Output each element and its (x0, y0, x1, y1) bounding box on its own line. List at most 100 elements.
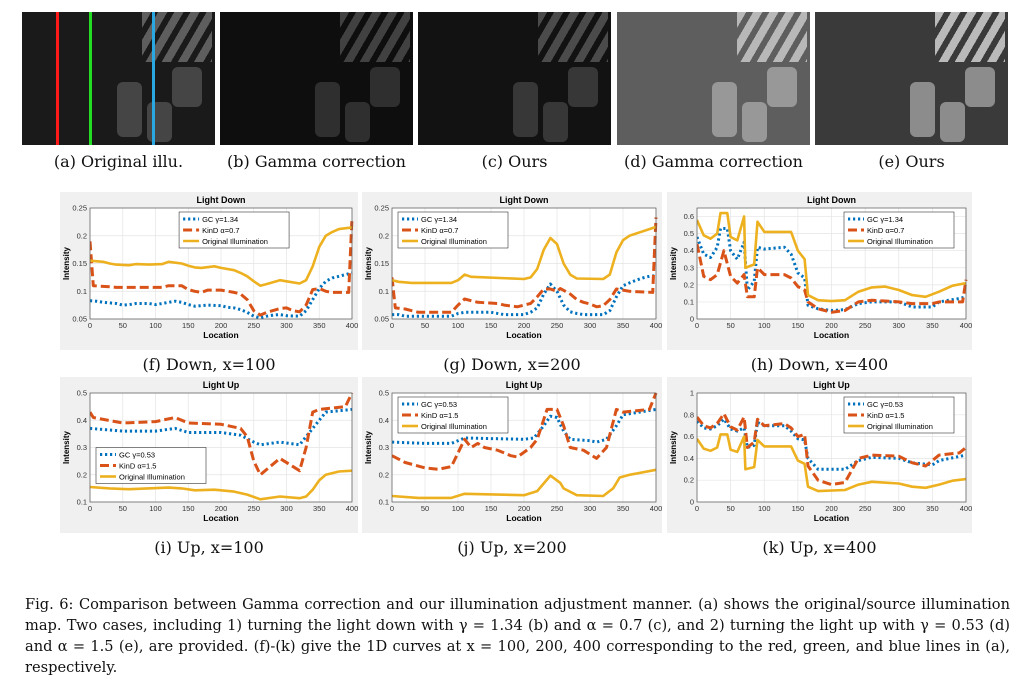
x-tick-label: 100 (149, 504, 162, 513)
series-line-orig (90, 469, 353, 501)
chart-title: Light Up (813, 380, 850, 390)
chart-title: Light Up (203, 380, 240, 390)
y-axis-label: Intensity (669, 247, 678, 280)
scene-region (147, 102, 172, 142)
x-tick-label: 150 (792, 504, 805, 513)
scene-region (117, 82, 142, 137)
scene-region (172, 67, 202, 107)
x-tick-label: 0 (88, 321, 92, 330)
x-tick-label: 250 (551, 504, 564, 513)
x-tick-label: 150 (792, 321, 805, 330)
y-tick-label: 0.8 (684, 410, 694, 419)
red-column-line (56, 12, 59, 145)
x-tick-label: 300 (892, 504, 905, 513)
x-tick-label: 250 (859, 321, 872, 330)
legend-label: GC γ=0.53 (867, 400, 903, 409)
chart-caption: (h) Down, x=400 (750, 355, 889, 374)
series-group (392, 217, 658, 318)
x-tick-label: 250 (247, 504, 260, 513)
x-tick-label: 50 (119, 321, 127, 330)
x-tick-label: 250 (859, 504, 872, 513)
chart-title: Light Down (197, 195, 246, 205)
chart-i: 0 50 100 150 200 250 300 350 400 0.1 0.2 0.3 0.4 0.5 L… (60, 377, 358, 533)
legend-label: Original Illumination (867, 237, 933, 246)
x-axis-label: Location (506, 330, 541, 340)
x-tick-label: 300 (584, 504, 597, 513)
y-tick-label: 0 (690, 315, 694, 324)
x-tick-label: 400 (650, 504, 662, 513)
y-tick-label: 0.2 (379, 231, 389, 240)
photo-caption: (a) Original illu. (53, 152, 184, 171)
series-group (392, 392, 658, 500)
y-tick-label: 0.1 (379, 498, 389, 507)
legend-label: KinD α=0.7 (867, 226, 904, 235)
x-tick-label: 150 (485, 321, 498, 330)
axes-box (89, 207, 353, 320)
x-tick-label: 50 (726, 321, 734, 330)
chart-title: Light Down (807, 195, 856, 205)
chart-k: 0 50 100 150 200 250 300 350 400 0 0.2 0.4 0.6 0.8 1 Li… (667, 377, 972, 533)
x-tick-label: 50 (119, 504, 127, 513)
y-tick-label: 0.4 (77, 416, 87, 425)
axes-box (696, 392, 967, 503)
x-tick-label: 150 (485, 504, 498, 513)
y-tick-label: 0.1 (77, 498, 87, 507)
photo-caption: (b) Gamma correction (227, 152, 406, 171)
y-tick-label: 0.3 (379, 443, 389, 452)
x-tick-label: 400 (960, 321, 972, 330)
y-tick-label: 0.2 (379, 470, 389, 479)
legend: GC γ=0.53 KinD α=1.5 Original Illumination (95, 447, 207, 484)
chart-title: Light Down (500, 195, 549, 205)
series-line-kind (90, 217, 354, 317)
photo-b (220, 12, 413, 145)
series-line-gc (697, 227, 967, 312)
x-tick-label: 0 (695, 321, 699, 330)
y-tick-label: 0.1 (77, 287, 87, 296)
chart-h: 0 50 100 150 200 250 300 350 400 0 0.1 0.2 0.3 0.4 0.5… (667, 192, 972, 350)
photo-d (617, 12, 810, 145)
x-tick-label: 200 (215, 504, 228, 513)
chart-caption: (j) Up, x=200 (457, 538, 567, 557)
scene-region (538, 12, 608, 62)
figure-caption: Fig. 6: Comparison between Gamma correct… (25, 596, 1010, 676)
x-tick-label: 250 (247, 321, 260, 330)
legend-label: GC γ=0.53 (119, 451, 155, 460)
x-tick-label: 250 (551, 321, 564, 330)
x-tick-label: 50 (726, 504, 734, 513)
chart-caption: (f) Down, x=100 (142, 355, 276, 374)
series-line-kind (697, 243, 968, 314)
photo-caption: (c) Ours (481, 152, 548, 171)
y-tick-label: 0.3 (77, 443, 87, 452)
x-tick-label: 150 (182, 321, 195, 330)
series-line-kind (697, 412, 967, 487)
scene-region (513, 82, 538, 137)
legend-label: KinD α=1.5 (867, 411, 904, 420)
legend-label: GC γ=1.34 (202, 215, 238, 224)
x-tick-label: 100 (149, 321, 162, 330)
legend-label: KinD α=1.5 (421, 411, 458, 420)
y-axis-label: Intensity (62, 431, 71, 464)
legend-label: KinD α=0.7 (202, 226, 239, 235)
x-tick-label: 200 (518, 321, 531, 330)
series-line-orig (697, 211, 967, 303)
legend-label: Original Illumination (202, 237, 268, 246)
x-tick-label: 300 (584, 321, 597, 330)
series-line-orig (697, 433, 967, 493)
y-tick-label: 0 (690, 498, 694, 507)
x-tick-label: 350 (313, 321, 326, 330)
legend: GC γ=0.53 KinD α=1.5 Original Illumination (397, 396, 509, 434)
y-tick-label: 0.25 (374, 204, 389, 213)
axes-box (391, 392, 657, 503)
x-tick-label: 200 (215, 321, 228, 330)
scene-region (767, 67, 797, 107)
y-tick-label: 0.4 (684, 246, 694, 255)
legend: GC γ=1.34 KinD α=0.7 Original Illumination (397, 211, 509, 249)
legend: GC γ=0.53 KinD α=1.5 Original Illumination (843, 396, 955, 434)
x-axis-label: Location (506, 513, 541, 523)
y-axis-label: Intensity (364, 247, 373, 280)
chart-f: 0 50 100 150 200 250 300 350 400 0.05 0.1 0.15 0.2 0.… (60, 192, 358, 350)
series-group (90, 392, 354, 501)
x-tick-label: 300 (892, 321, 905, 330)
chart-g: 0 50 100 150 200 250 300 350 400 0.05 0.1 0.15 0.2 0.… (362, 192, 662, 350)
y-tick-label: 0.1 (684, 297, 694, 306)
